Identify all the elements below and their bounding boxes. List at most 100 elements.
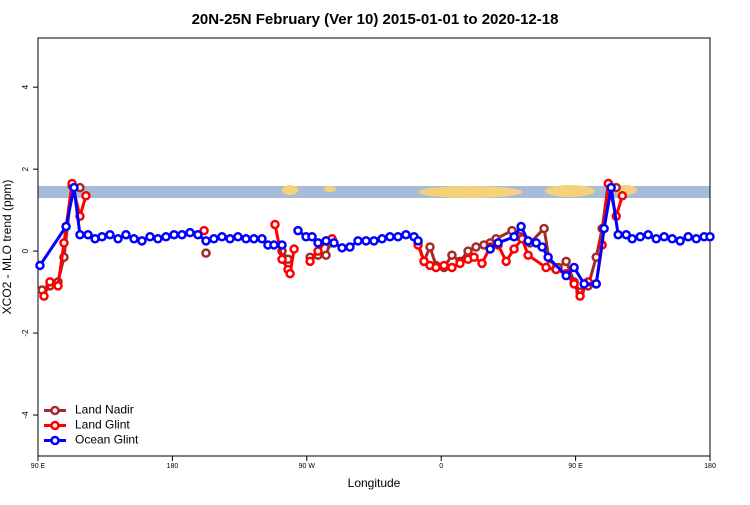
data-point [329, 238, 339, 248]
data-point [591, 279, 601, 289]
data-point [617, 191, 628, 201]
y-tick-label: -4 [21, 411, 30, 419]
data-point [199, 225, 209, 236]
data-point [353, 236, 363, 246]
data-point [97, 232, 107, 242]
data-point [249, 234, 259, 244]
data-point [541, 262, 551, 273]
legend-marker [50, 435, 60, 446]
data-point [193, 229, 203, 240]
data-point [153, 234, 163, 244]
data-point [39, 291, 49, 301]
data-point [289, 244, 299, 254]
data-point [293, 225, 303, 236]
data-point [313, 238, 323, 248]
data-point [257, 234, 267, 244]
data-point [523, 250, 533, 260]
data-point [145, 232, 155, 242]
data-point [75, 229, 85, 240]
data-point [431, 262, 441, 273]
data-point [337, 243, 347, 253]
data-point [225, 234, 235, 244]
data-point [313, 246, 323, 256]
x-tick-label: 180 [704, 463, 716, 470]
chart-title: 20N-25N February (Ver 10) 2015-01-01 to … [192, 11, 559, 28]
data-point [83, 229, 93, 240]
data-point [285, 268, 295, 279]
data-point [345, 242, 355, 252]
data-point [69, 182, 79, 193]
data-point [81, 191, 91, 201]
data-point [321, 250, 331, 260]
data-point [606, 182, 616, 193]
data-point [53, 281, 63, 291]
data-point [361, 236, 371, 246]
plot-frame [37, 37, 711, 457]
data-point [269, 240, 279, 250]
x-tick-label: 90 E [31, 463, 46, 470]
data-point [35, 260, 45, 271]
data-point [561, 270, 571, 281]
data-point [509, 244, 519, 254]
legend-marker [50, 420, 60, 431]
data-point [369, 236, 379, 246]
data-point [523, 236, 533, 246]
data-point [105, 229, 115, 240]
data-point [543, 252, 553, 262]
data-point [241, 234, 251, 244]
data-point [531, 238, 541, 248]
data-point [393, 232, 403, 242]
data-point [233, 232, 243, 242]
data-point [463, 246, 473, 256]
x-tick-label: 0 [439, 463, 443, 470]
data-point [667, 234, 677, 244]
data-point [627, 234, 637, 244]
data-point [455, 258, 465, 269]
data-point [59, 238, 69, 248]
map-ocean [38, 186, 710, 198]
y-axis-label: XCO2 - MLO trend (ppm) [0, 180, 14, 315]
x-axis-label: Longitude [348, 476, 401, 490]
legend-label: Ocean Glint [75, 433, 139, 447]
data-point [209, 234, 219, 244]
data-point [575, 291, 585, 301]
data-point [277, 254, 287, 265]
x-tick-label: 90 W [299, 463, 316, 470]
y-tick-label: -2 [21, 329, 30, 337]
data-point [217, 232, 227, 242]
map-land [418, 186, 522, 198]
data-point [121, 229, 131, 240]
data-point [613, 229, 623, 240]
legend-label: Land Nadir [75, 403, 134, 417]
data-point [539, 223, 549, 234]
data-point [477, 258, 487, 269]
data-point [270, 219, 280, 230]
y-tick-label: 2 [21, 166, 30, 171]
data-point [643, 229, 653, 240]
data-point [659, 232, 669, 242]
data-point [691, 234, 702, 244]
data-point [447, 262, 457, 273]
data-point [201, 236, 211, 246]
data-point [137, 236, 147, 246]
data-point [516, 221, 526, 232]
data-point [493, 238, 503, 248]
x-tick-label: 90 E [568, 463, 583, 470]
data-point [113, 234, 123, 244]
data-point [185, 227, 195, 238]
data-point [509, 232, 519, 242]
data-point [45, 277, 55, 287]
data-point [385, 232, 395, 242]
data-point [621, 229, 631, 240]
data-point [61, 221, 71, 232]
y-tick-label: 4 [21, 84, 30, 89]
legend-marker [50, 405, 60, 416]
data-point [651, 234, 661, 244]
data-point [277, 240, 287, 250]
data-point [537, 242, 547, 252]
data-point [683, 232, 693, 242]
data-point [201, 248, 211, 258]
data-point [377, 234, 387, 244]
